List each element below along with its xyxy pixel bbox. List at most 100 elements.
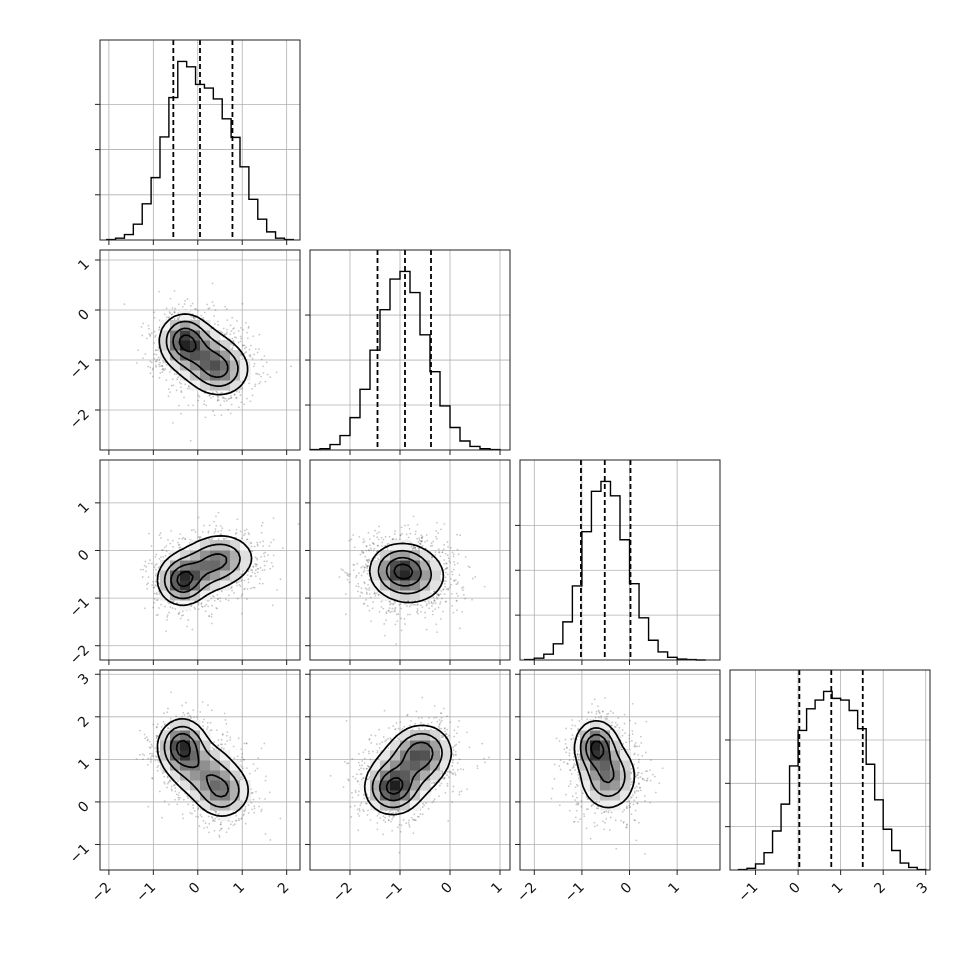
scatter-point <box>367 561 370 564</box>
scatter-point <box>203 524 206 527</box>
scatter-point <box>448 560 451 563</box>
scatter-point <box>456 609 458 612</box>
scatter-point <box>161 365 164 367</box>
density-cell <box>220 570 231 581</box>
scatter-point <box>238 391 241 393</box>
scatter-point <box>213 532 216 534</box>
scatter-point <box>219 404 222 407</box>
panel-content <box>310 460 510 660</box>
scatter-point <box>243 347 246 350</box>
scatter-point <box>461 610 464 613</box>
scatter-point <box>224 397 227 400</box>
scatter-point <box>242 344 244 347</box>
scatter-point <box>233 393 236 396</box>
scatter-point <box>417 612 419 615</box>
scatter-point <box>173 311 176 314</box>
scatter-point <box>269 376 272 379</box>
scatter-point <box>240 612 243 615</box>
scatter-point <box>220 529 223 532</box>
scatter-point <box>252 586 255 589</box>
density-cell <box>210 340 221 351</box>
scatter-point <box>178 537 181 540</box>
scatter-point <box>260 556 262 558</box>
scatter-point <box>201 605 203 608</box>
scatter-point <box>158 290 161 293</box>
scatter-point <box>233 327 236 329</box>
scatter-point <box>434 602 437 605</box>
scatter-point <box>236 584 238 587</box>
scatter-point <box>260 524 263 527</box>
scatter-point <box>366 565 369 568</box>
scatter-point <box>213 414 216 417</box>
scatter-point <box>159 532 162 534</box>
scatter-point <box>169 606 172 608</box>
scatter-point <box>162 549 164 552</box>
scatter-point <box>437 594 440 597</box>
scatter-point <box>252 335 255 338</box>
scatter-point <box>385 612 388 615</box>
density-cell <box>230 360 241 371</box>
scatter-point <box>145 565 148 568</box>
scatter-point <box>171 306 174 309</box>
scatter-point <box>380 536 383 539</box>
density-cell <box>210 560 221 571</box>
scatter-point <box>400 526 403 529</box>
scatter-point <box>171 313 173 316</box>
scatter-point <box>406 605 408 607</box>
scatter-point <box>160 537 162 539</box>
scatter-point <box>369 596 372 599</box>
scatter-point <box>141 576 144 578</box>
scatter-point <box>225 598 227 601</box>
density-cell <box>230 570 241 581</box>
scatter-point <box>236 581 239 584</box>
scatter-point <box>344 593 347 595</box>
scatter-point <box>368 559 370 562</box>
scatter-point <box>258 373 261 376</box>
scatter-point <box>153 566 156 569</box>
scatter-point <box>252 566 255 568</box>
scatter-point <box>359 595 362 597</box>
scatter-point <box>150 361 153 364</box>
scatter-point <box>435 537 438 540</box>
scatter-point <box>160 549 163 551</box>
scatter-point <box>414 533 417 536</box>
scatter-point <box>235 528 238 531</box>
scatter-point <box>416 608 419 610</box>
scatter-point <box>376 544 379 547</box>
scatter-point <box>221 396 224 399</box>
scatter-point <box>214 528 217 530</box>
scatter-point <box>365 591 368 594</box>
scatter-point <box>395 538 398 541</box>
scatter-point <box>412 547 415 550</box>
scatter-point <box>393 533 396 535</box>
scatter-point <box>263 569 266 571</box>
scatter-point <box>174 608 177 610</box>
scatter-point <box>248 382 251 385</box>
scatter-point <box>223 397 226 400</box>
density-cell <box>220 580 231 591</box>
scatter-point <box>208 538 211 541</box>
density-cell <box>190 550 201 561</box>
scatter-point <box>239 340 242 343</box>
scatter-point <box>364 555 367 558</box>
scatter-point <box>243 579 246 582</box>
scatter-point <box>240 537 243 540</box>
scatter-point <box>442 588 445 591</box>
scatter-point <box>388 535 391 538</box>
scatter-point <box>166 614 169 616</box>
scatter-point <box>431 610 434 612</box>
density-cell <box>160 560 171 571</box>
scatter-point <box>416 611 418 614</box>
scatter-point <box>158 557 161 560</box>
scatter-point <box>194 531 197 533</box>
scatter-point <box>241 302 244 305</box>
scatter-point <box>258 348 260 351</box>
scatter-point <box>249 587 252 590</box>
scatter-point <box>364 587 367 590</box>
density-cell <box>170 340 181 351</box>
scatter-point <box>158 328 160 331</box>
density-cell <box>240 360 251 371</box>
scatter-point <box>357 585 360 588</box>
scatter-point <box>178 611 181 614</box>
histogram-panel-2 <box>305 249 511 451</box>
